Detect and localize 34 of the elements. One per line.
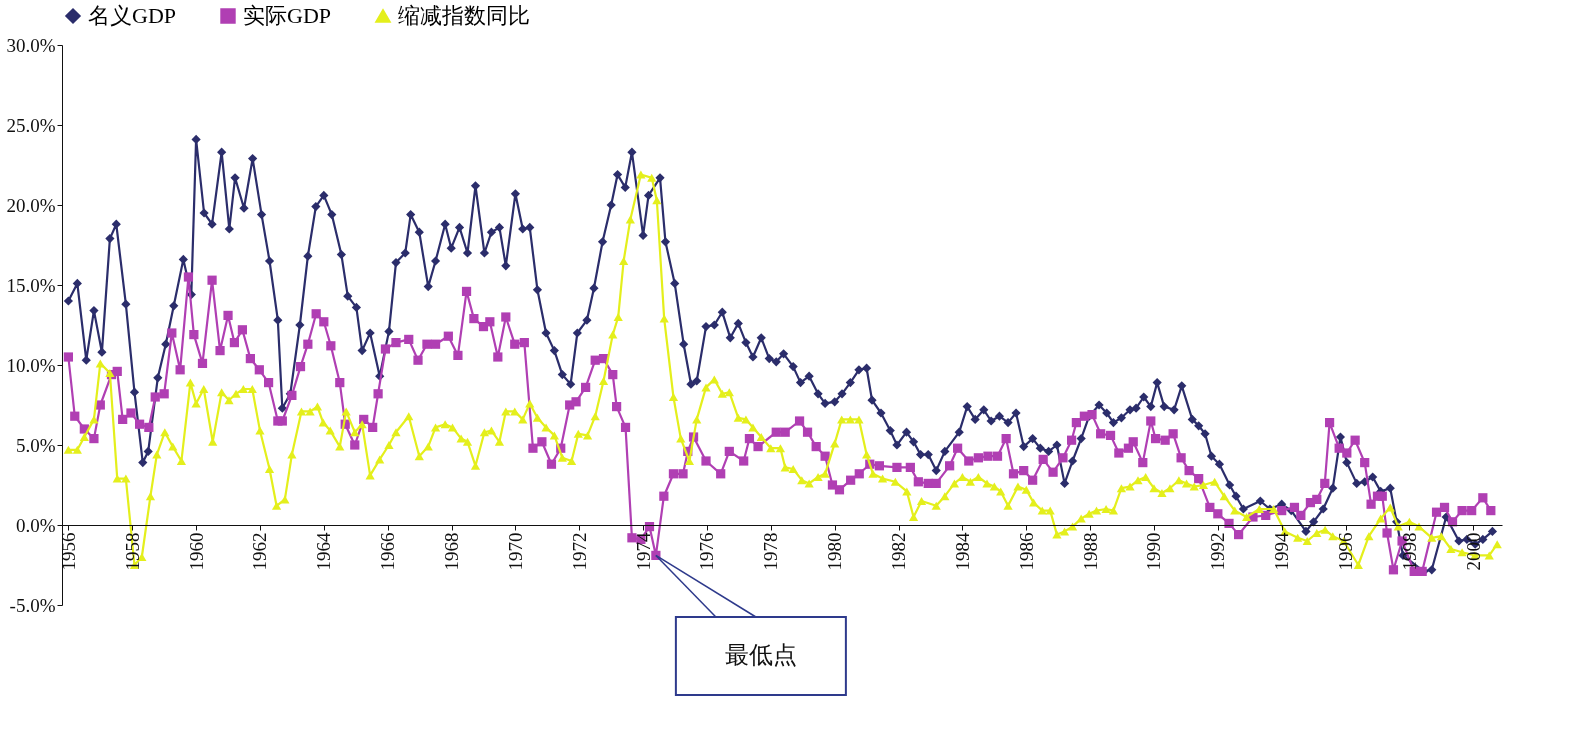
x-tick-label: 1984	[951, 532, 973, 571]
x-tick-label: 1976	[696, 532, 718, 571]
legend-label: 缩减指数同比	[398, 3, 530, 28]
x-tick-label: 1964	[313, 532, 335, 571]
x-tick-label: 1990	[1143, 532, 1165, 571]
x-tick-label: 1982	[888, 532, 910, 571]
x-tick-label: 1992	[1207, 532, 1229, 571]
x-tick-label: 1958	[121, 532, 143, 571]
y-tick-label: 30.0%	[6, 34, 56, 56]
x-tick-label: 1972	[568, 532, 590, 571]
legend-label: 名义GDP	[88, 3, 177, 28]
y-tick-label: 5.0%	[15, 434, 56, 456]
y-tick-label: 0.0%	[15, 514, 56, 536]
x-tick-label: 1986	[1015, 532, 1037, 571]
annotation: 最低点	[724, 642, 797, 668]
x-tick-label: 1974	[632, 532, 654, 571]
x-tick-label: 1970	[504, 532, 526, 571]
x-tick-label: 1978	[760, 532, 782, 571]
x-tick-label: 1960	[185, 532, 207, 571]
x-tick-label: 1998	[1398, 532, 1420, 571]
x-tick-label: 1962	[249, 532, 271, 571]
y-tick-label: 10.0%	[6, 354, 56, 376]
x-tick-label: 1988	[1079, 532, 1101, 571]
legend-label: 实际GDP	[243, 3, 332, 28]
y-tick-label: 15.0%	[6, 274, 56, 296]
y-tick-label: -5.0%	[9, 594, 56, 616]
y-tick-label: 20.0%	[6, 194, 56, 216]
x-tick-label: 1980	[824, 532, 846, 571]
x-tick-label: 1994	[1271, 532, 1293, 571]
x-tick-label: 1996	[1335, 532, 1357, 571]
x-tick-label: 2000	[1462, 532, 1484, 571]
x-tick-label: 1968	[441, 532, 463, 571]
x-tick-label: 1966	[377, 532, 399, 571]
y-tick-label: 25.0%	[6, 114, 56, 136]
